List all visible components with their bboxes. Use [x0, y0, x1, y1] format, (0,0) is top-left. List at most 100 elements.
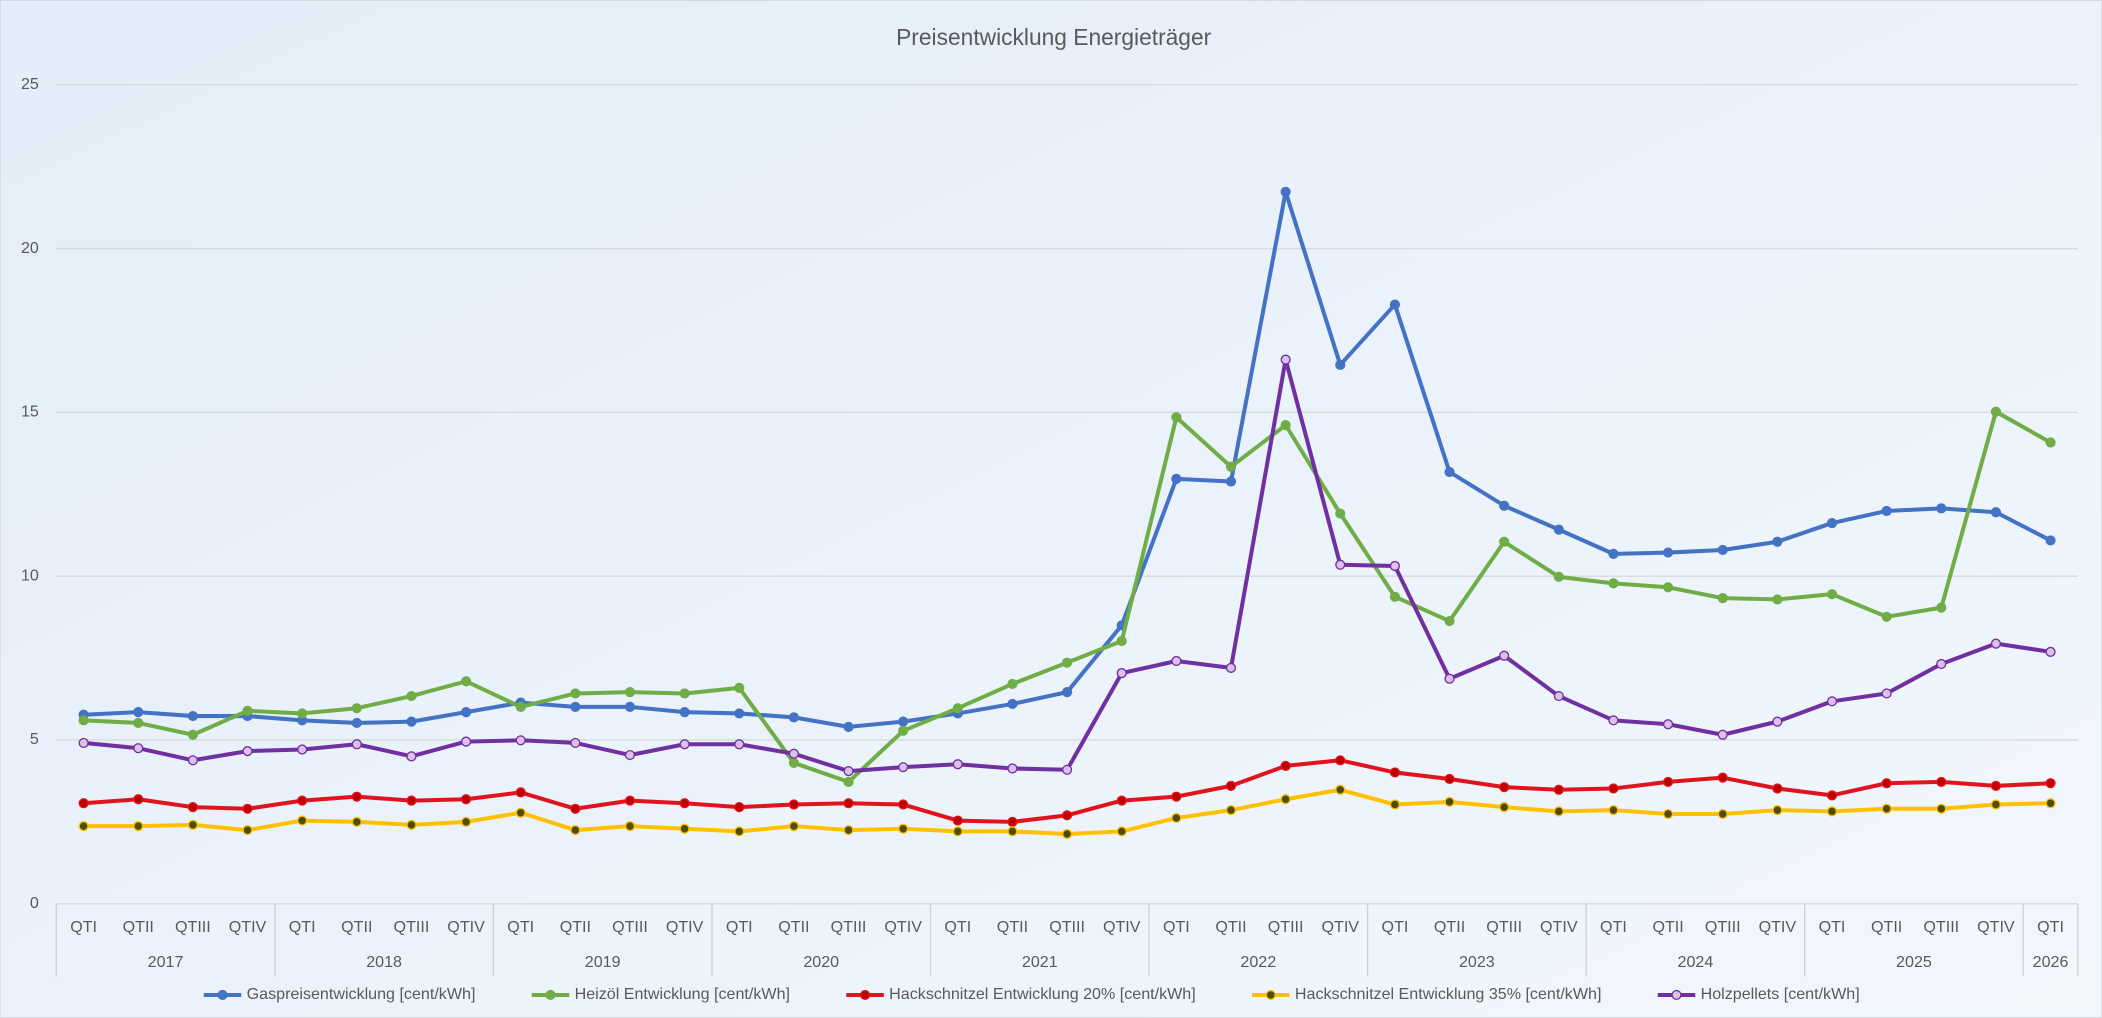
x-tick-label: QTII — [1652, 918, 1683, 936]
data-point — [1772, 804, 1783, 816]
data-point — [1061, 657, 1073, 668]
data-point — [1936, 803, 1947, 814]
x-tick-label: QTIV — [1103, 918, 1141, 936]
data-point — [2045, 778, 2056, 789]
data-point — [1444, 773, 1455, 785]
data-point — [734, 682, 745, 693]
x-tick-label: QTIV — [666, 918, 704, 936]
x-tick-label: QTII — [341, 918, 372, 936]
data-point — [1444, 673, 1455, 684]
data-point — [1499, 650, 1510, 661]
data-point — [406, 690, 417, 702]
data-point — [1772, 594, 1783, 605]
data-point — [351, 791, 362, 802]
data-point — [1826, 790, 1838, 801]
data-point — [1280, 760, 1291, 771]
x-tick-label: QTI — [1382, 918, 1409, 936]
data-point — [133, 794, 144, 805]
data-point — [1171, 473, 1182, 484]
x-tick-label: QTIV — [447, 918, 485, 936]
data-point — [1007, 816, 1018, 827]
data-point — [351, 739, 362, 750]
data-point — [406, 795, 417, 806]
data-point — [460, 794, 472, 805]
data-point — [1717, 544, 1728, 556]
data-point — [406, 751, 417, 762]
data-point — [1335, 359, 1346, 370]
data-point — [187, 710, 198, 722]
data-point — [78, 798, 89, 809]
data-point — [1389, 299, 1401, 310]
legend-marker — [545, 989, 556, 1001]
data-point — [1772, 783, 1783, 794]
x-tick-label: QTII — [997, 918, 1028, 936]
data-point — [2045, 646, 2056, 657]
x-tick-label: QTIII — [1268, 918, 1304, 936]
data-point — [898, 725, 909, 736]
legend-marker — [859, 989, 871, 1001]
data-point — [1553, 571, 1564, 582]
data-point — [679, 688, 690, 699]
data-point — [351, 816, 362, 827]
data-point — [570, 701, 581, 712]
x-tick-label: QTIV — [229, 918, 267, 936]
data-point — [1225, 662, 1237, 673]
x-tick-label: QTI — [1819, 918, 1846, 936]
data-point — [1826, 517, 1838, 529]
x-tick-label: QTIII — [1486, 918, 1522, 936]
x-tick-label: QTI — [70, 918, 97, 936]
data-point — [1389, 799, 1401, 810]
data-point — [1444, 466, 1455, 478]
year-label: 2024 — [1678, 953, 1714, 971]
data-point — [1990, 507, 2002, 518]
data-point — [898, 762, 909, 773]
data-point — [898, 716, 909, 727]
data-point — [843, 721, 854, 732]
data-point — [679, 798, 690, 809]
x-tick-label: QTIII — [1923, 918, 1959, 936]
data-point — [952, 815, 963, 826]
year-label: 2017 — [148, 953, 184, 971]
data-point — [1990, 799, 2002, 810]
data-point — [242, 705, 253, 716]
data-point — [133, 717, 144, 729]
data-point — [1936, 602, 1947, 613]
data-point — [1936, 776, 1947, 788]
data-point — [1007, 678, 1018, 690]
x-tick-label: QTIII — [175, 918, 211, 936]
data-point — [1007, 698, 1018, 710]
data-point — [788, 821, 799, 832]
data-point — [1772, 536, 1783, 547]
data-point — [351, 703, 362, 714]
x-tick-label: QTII — [778, 918, 809, 936]
data-point — [1608, 715, 1619, 726]
data-point — [1662, 808, 1674, 820]
data-point — [570, 737, 581, 749]
data-point — [297, 708, 308, 719]
data-point — [133, 707, 144, 718]
y-tick-label: 15 — [21, 403, 39, 421]
data-point — [515, 735, 526, 746]
x-tick-label: QTI — [289, 918, 316, 936]
data-point — [242, 746, 253, 757]
data-point — [1335, 559, 1346, 570]
data-point — [1717, 729, 1728, 740]
data-point — [460, 736, 472, 747]
data-point — [1990, 638, 2002, 649]
x-tick-label: QTII — [1871, 918, 1902, 936]
year-label: 2022 — [1240, 953, 1276, 971]
data-point — [1499, 536, 1510, 547]
data-point — [1225, 476, 1237, 487]
x-tick-label: QTIII — [831, 918, 867, 936]
y-tick-label: 20 — [21, 239, 39, 257]
data-point — [1608, 783, 1619, 794]
data-point — [1280, 186, 1291, 197]
data-point — [242, 824, 253, 836]
data-point — [1171, 791, 1182, 802]
year-label: 2019 — [585, 953, 621, 971]
data-point — [1280, 420, 1291, 431]
data-point — [1061, 764, 1073, 775]
data-point — [952, 826, 963, 837]
data-point — [570, 824, 581, 836]
